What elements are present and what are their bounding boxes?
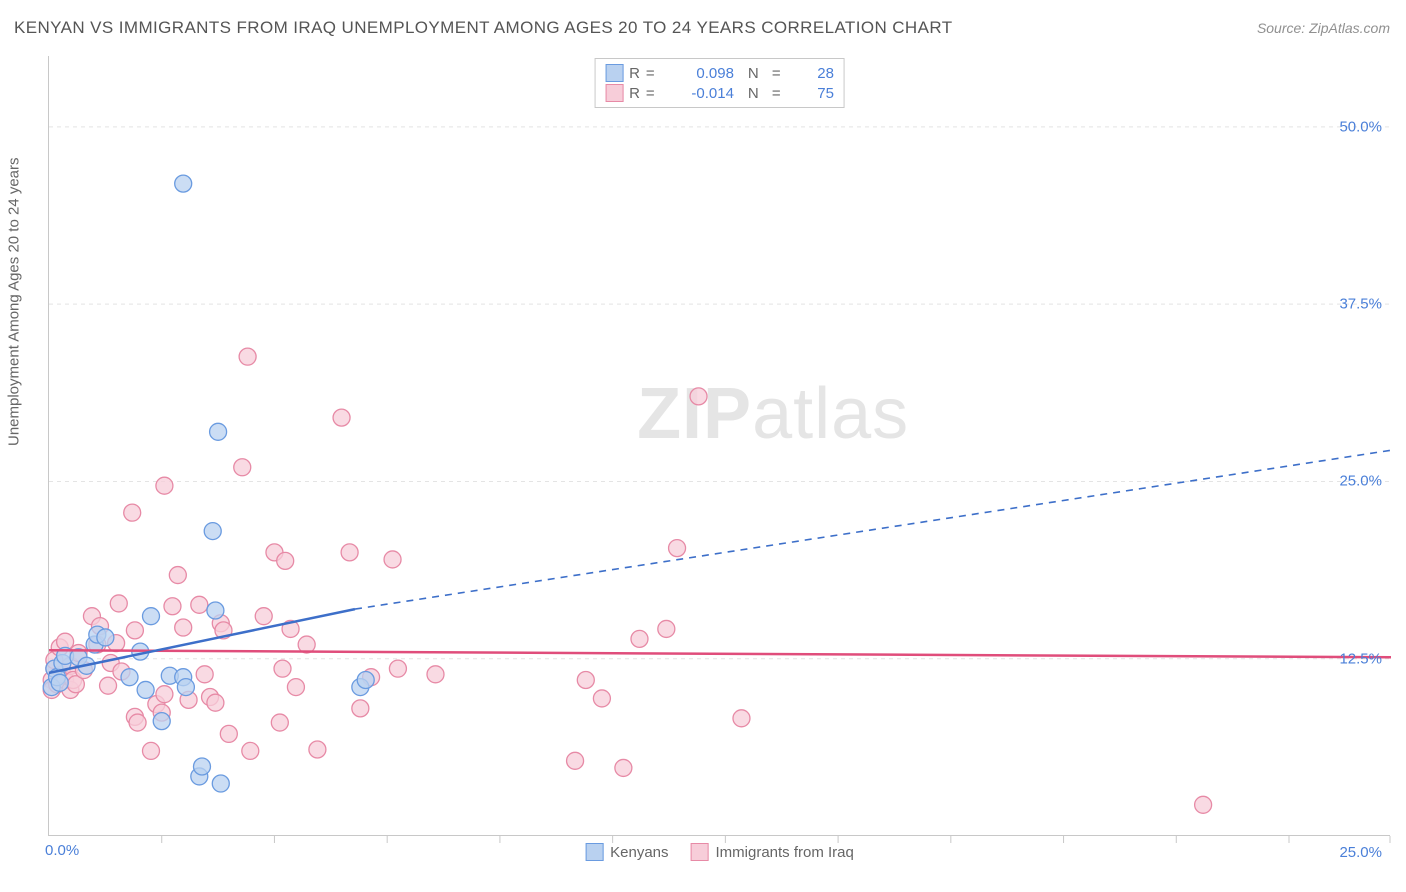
r-label: R: [629, 85, 640, 102]
plot-area: ZIPatlas R = 0.098 N = 28 R = -0.014 N =…: [48, 56, 1390, 836]
swatch-series-a: [605, 64, 623, 82]
n-value-b: 75: [806, 85, 834, 102]
chart-svg: [49, 56, 1390, 835]
origin-label: 0.0%: [45, 842, 79, 859]
r-value-b: -0.014: [680, 85, 734, 102]
equals-sign: =: [772, 65, 800, 82]
correlation-row-b: R = -0.014 N = 75: [605, 83, 834, 103]
swatch-series-b: [691, 843, 709, 861]
swatch-series-a: [585, 843, 603, 861]
equals-sign: =: [646, 65, 674, 82]
y-tick-label: 12.5%: [1339, 650, 1382, 667]
swatch-series-b: [605, 84, 623, 102]
n-label: N: [748, 85, 766, 102]
correlation-row-a: R = 0.098 N = 28: [605, 63, 834, 83]
source-attribution: Source: ZipAtlas.com: [1257, 20, 1390, 36]
series-legend: Kenyans Immigrants from Iraq: [585, 843, 854, 861]
n-value-a: 28: [806, 65, 834, 82]
series-b-label: Immigrants from Iraq: [716, 844, 854, 861]
y-tick-label: 50.0%: [1339, 118, 1382, 135]
n-label: N: [748, 65, 766, 82]
y-axis-label: Unemployment Among Ages 20 to 24 years: [6, 157, 23, 446]
chart-title: KENYAN VS IMMIGRANTS FROM IRAQ UNEMPLOYM…: [14, 18, 953, 38]
r-value-a: 0.098: [680, 65, 734, 82]
series-a-label: Kenyans: [610, 844, 668, 861]
equals-sign: =: [772, 85, 800, 102]
r-label: R: [629, 65, 640, 82]
legend-item-a: Kenyans: [585, 843, 668, 861]
y-tick-label: 37.5%: [1339, 296, 1382, 313]
x-max-label: 25.0%: [1339, 844, 1382, 861]
legend-item-b: Immigrants from Iraq: [691, 843, 854, 861]
y-tick-label: 25.0%: [1339, 473, 1382, 490]
equals-sign: =: [646, 85, 674, 102]
correlation-legend: R = 0.098 N = 28 R = -0.014 N = 75: [594, 58, 845, 108]
